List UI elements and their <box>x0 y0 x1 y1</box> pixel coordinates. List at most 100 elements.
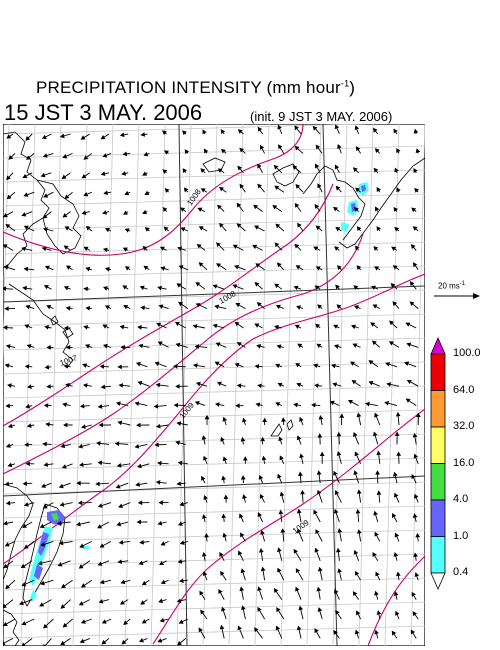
colorbar-segment <box>430 390 446 428</box>
wind-arrowhead <box>159 246 165 251</box>
wind-arrowhead <box>254 364 260 369</box>
wind-arrowhead <box>317 433 323 438</box>
wind-arrowhead <box>296 305 301 310</box>
wind-arrowhead <box>275 402 281 407</box>
wind-arrowhead <box>26 344 32 349</box>
wind-arrowhead <box>5 403 10 409</box>
wind-arrowhead <box>79 403 85 409</box>
wind-arrowhead <box>334 588 339 594</box>
wind-arrowhead <box>239 586 245 592</box>
wind-arrowhead <box>235 403 240 409</box>
wind-arrowhead <box>42 153 48 158</box>
wind-arrowhead <box>79 462 84 468</box>
wind-arrowhead <box>177 640 182 646</box>
wind-arrowhead <box>372 552 377 558</box>
wind-arrowhead <box>333 206 338 212</box>
wind-arrowhead <box>240 475 246 480</box>
wind-arrowhead <box>25 404 31 409</box>
wind-arrowhead <box>201 551 207 557</box>
wind-arrowhead <box>3 563 9 569</box>
wind-arrowhead <box>333 508 339 514</box>
wind-arrowhead <box>65 383 70 388</box>
wind-arrowhead <box>23 266 29 272</box>
wind-arrowhead <box>63 325 69 331</box>
wind-arrowhead <box>97 503 103 508</box>
wind-arrowhead <box>176 481 181 487</box>
wind-arrowhead <box>412 513 418 519</box>
wind-arrowhead <box>214 361 220 366</box>
wind-arrowhead <box>157 520 163 526</box>
wind-arrowhead <box>193 363 198 368</box>
wind-arrowhead <box>22 173 28 179</box>
wind-arrowhead <box>40 172 46 178</box>
wind-arrowhead <box>391 630 397 636</box>
wind-arrowhead <box>315 225 321 231</box>
wind-arrowhead <box>64 194 70 199</box>
wind-arrowhead <box>101 619 107 624</box>
wind-arrowhead <box>335 284 340 290</box>
wind-arrowhead <box>274 324 279 330</box>
wind-arrowhead <box>118 383 124 388</box>
wind-arrowhead <box>5 224 11 229</box>
wind-arrowhead <box>6 175 11 181</box>
wind-arrowhead <box>143 151 149 157</box>
wind-arrowhead <box>394 227 400 232</box>
wind-arrowhead <box>43 227 48 232</box>
wind-arrowhead <box>25 135 31 141</box>
wind-arrowhead <box>319 451 325 456</box>
wind-arrowhead <box>82 383 88 388</box>
wind-arrowhead <box>114 441 120 447</box>
wind-arrowhead <box>223 494 229 500</box>
wind-arrowhead <box>339 413 345 418</box>
wind-arrowhead <box>294 202 300 208</box>
wind-arrowhead <box>19 600 24 606</box>
wind-arrowhead <box>198 262 204 267</box>
wind-arrowhead <box>60 443 66 449</box>
wind-arrowhead <box>334 164 340 170</box>
colorbar-bottom-triangle <box>430 572 446 590</box>
wind-arrowhead <box>212 323 218 329</box>
wind-arrowhead <box>144 227 150 232</box>
wind-arrowhead <box>374 266 380 271</box>
wind-arrowhead <box>178 265 184 270</box>
wind-arrowhead <box>237 625 242 631</box>
wind-arrowhead <box>21 582 27 587</box>
wind-arrowhead <box>392 301 398 307</box>
wind-arrowhead <box>297 528 302 534</box>
wind-arrowhead <box>200 188 206 193</box>
wind-arrowhead <box>142 246 148 251</box>
wind-arrowhead <box>257 163 262 169</box>
wind-arrowhead <box>177 246 183 252</box>
wind-arrowhead <box>23 544 29 549</box>
wind-arrowhead <box>414 187 419 193</box>
wind-arrowhead <box>353 285 359 290</box>
wind-arrowhead <box>117 420 123 426</box>
wind-arrowhead <box>313 363 319 369</box>
wind-arrowhead <box>173 363 178 369</box>
wind-arrowhead <box>386 382 392 387</box>
wind-arrowhead <box>299 416 304 422</box>
wind-arrowhead <box>24 364 30 369</box>
wind-arrowhead <box>177 460 183 466</box>
wind-arrowhead <box>204 533 209 538</box>
wind-arrowhead <box>180 227 186 232</box>
wind-arrowhead <box>158 304 164 309</box>
colorbar-level-label: 32.0 <box>453 420 475 432</box>
wind-arrowhead <box>160 579 166 585</box>
wind-arrowhead <box>315 323 321 329</box>
wind-arrowhead <box>294 324 300 329</box>
wind-arrowhead <box>178 301 184 307</box>
wind-arrowhead <box>99 543 105 548</box>
wind-arrowhead <box>121 639 127 645</box>
wind-arrowhead <box>39 602 45 607</box>
wind-arrowhead <box>162 169 168 174</box>
wind-arrowhead <box>176 598 182 604</box>
wind-arrowhead <box>198 627 203 633</box>
wind-arrowhead <box>182 168 188 174</box>
wind-arrowhead <box>241 605 246 611</box>
colorbar-top-triangle <box>430 337 446 355</box>
wind-arrowhead <box>3 621 8 627</box>
wind-arrowhead <box>415 412 421 418</box>
wind-arrowhead <box>222 532 228 538</box>
wind-arrowhead <box>194 344 200 349</box>
